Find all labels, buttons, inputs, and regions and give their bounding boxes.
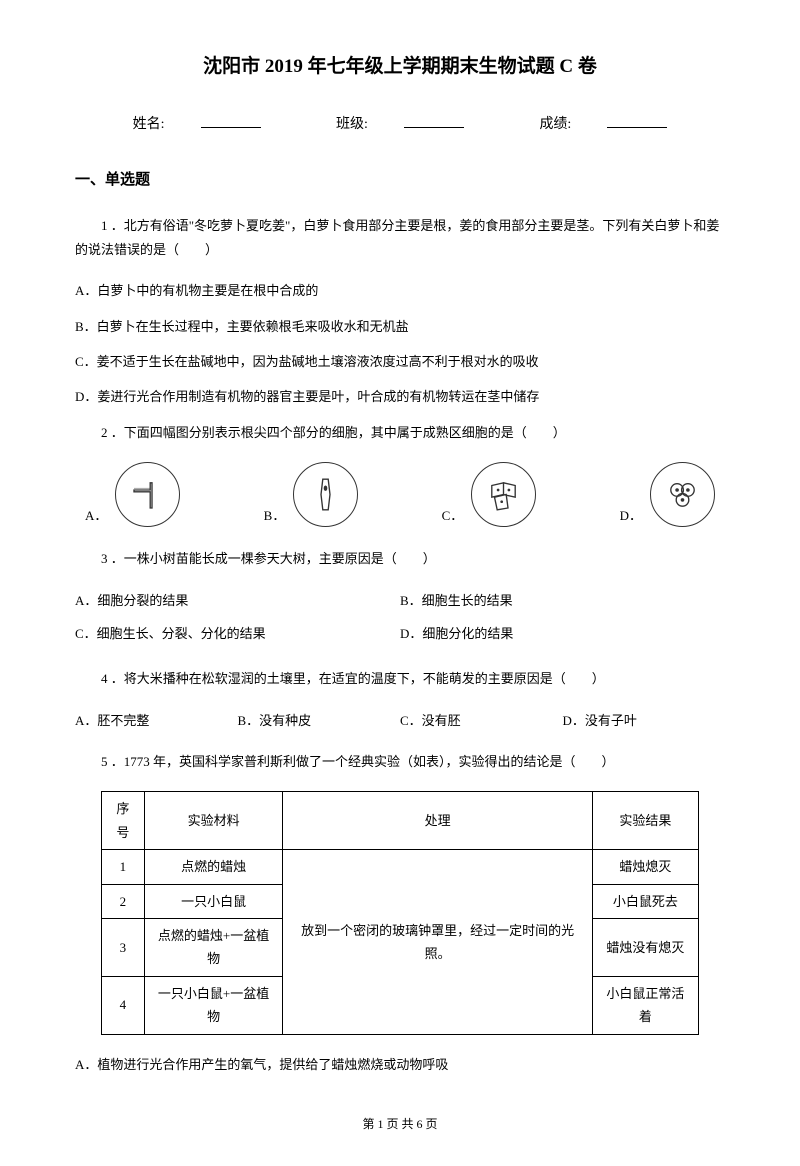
q4-option-d: D．没有子叶 (563, 709, 726, 732)
score-label: 成绩: (521, 117, 685, 132)
q3-option-a: A．细胞分裂的结果 (75, 589, 400, 612)
q1-text: 1 ．北方有俗语"冬吃萝卜夏吃姜"，白萝卜食用部分主要是根，姜的食用部分主要是茎… (75, 214, 725, 261)
q3-option-c: C．细胞生长、分裂、分化的结果 (75, 622, 400, 645)
q3-option-d: D．细胞分化的结果 (400, 622, 725, 645)
q4-option-b: B．没有种皮 (238, 709, 401, 732)
cell-1-1: 点燃的蜡烛 (144, 850, 283, 884)
cell-process-merged: 放到一个密闭的玻璃钟罩里，经过一定时间的光照。 (283, 850, 592, 1034)
th-result: 实验结果 (592, 792, 698, 850)
cell-2-1: 一只小白鼠 (144, 884, 283, 918)
q2-option-a: A． (85, 462, 180, 527)
q4-options: A．胚不完整 B．没有种皮 C．没有胚 D．没有子叶 (75, 709, 725, 732)
cell-4-1: 一只小白鼠+一盆植物 (144, 976, 283, 1034)
q5-option-a: A．植物进行光合作用产生的氧气，提供给了蜡烛燃烧或动物呼吸 (75, 1053, 725, 1076)
q1-option-b: B．白萝卜在生长过程中，主要依赖根毛来吸收水和无机盐 (75, 315, 725, 338)
q2-option-c: C． (442, 462, 537, 527)
cell-image-a (115, 462, 180, 527)
info-line: 姓名: 班级: 成绩: (75, 112, 725, 137)
name-label: 姓名: (115, 117, 279, 132)
q5-text: 5 ．1773 年，英国科学家普利斯利做了一个经典实验（如表），实验得出的结论是… (75, 750, 725, 773)
page-footer: 第 1 页 共 6 页 (75, 1114, 725, 1136)
cell-image-b (293, 462, 358, 527)
cell-3-1: 点燃的蜡烛+一盆植物 (144, 919, 283, 977)
q4-text: 4 ．将大米播种在松软湿润的土壤里，在适宜的温度下，不能萌发的主要原因是（ ） (75, 667, 725, 690)
q4-option-a: A．胚不完整 (75, 709, 238, 732)
cell-4-0: 4 (102, 976, 145, 1034)
cell-1-0: 1 (102, 850, 145, 884)
q4-option-c: C．没有胚 (400, 709, 563, 732)
q2-option-b: B． (264, 462, 359, 527)
cell-4-3: 小白鼠正常活着 (592, 976, 698, 1034)
cell-2-0: 2 (102, 884, 145, 918)
q2-option-d: D． (620, 462, 715, 527)
page-title: 沈阳市 2019 年七年级上学期期末生物试题 C 卷 (75, 50, 725, 84)
th-process: 处理 (283, 792, 592, 850)
q1-option-c: C．姜不适于生长在盐碱地中，因为盐碱地土壤溶液浓度过高不利于根对水的吸收 (75, 350, 725, 373)
q1-option-a: A．白萝卜中的有机物主要是在根中合成的 (75, 279, 725, 302)
cell-image-d (650, 462, 715, 527)
th-seq: 序号 (102, 792, 145, 850)
q3-option-b: B．细胞生长的结果 (400, 589, 725, 612)
cell-3-3: 蜡烛没有熄灭 (592, 919, 698, 977)
experiment-table: 序号 实验材料 处理 实验结果 1 点燃的蜡烛 放到一个密闭的玻璃钟罩里，经过一… (101, 791, 699, 1034)
cell-image-c (471, 462, 536, 527)
q3-options: A．细胞分裂的结果 B．细胞生长的结果 C．细胞生长、分裂、分化的结果 D．细胞… (75, 589, 725, 656)
class-label: 班级: (318, 117, 482, 132)
cell-2-3: 小白鼠死去 (592, 884, 698, 918)
q2-text: 2 ．下面四幅图分别表示根尖四个部分的细胞，其中属于成熟区细胞的是（ ） (75, 421, 725, 444)
section-header: 一、单选题 (75, 167, 725, 194)
th-material: 实验材料 (144, 792, 283, 850)
q3-text: 3 ．一株小树苗能长成一棵参天大树，主要原因是（ ） (75, 547, 725, 570)
q1-option-d: D．姜进行光合作用制造有机物的器官主要是叶，叶合成的有机物转运在茎中储存 (75, 385, 725, 408)
q2-image-options: A． B． C． D． (75, 462, 725, 527)
cell-1-3: 蜡烛熄灭 (592, 850, 698, 884)
cell-3-0: 3 (102, 919, 145, 977)
